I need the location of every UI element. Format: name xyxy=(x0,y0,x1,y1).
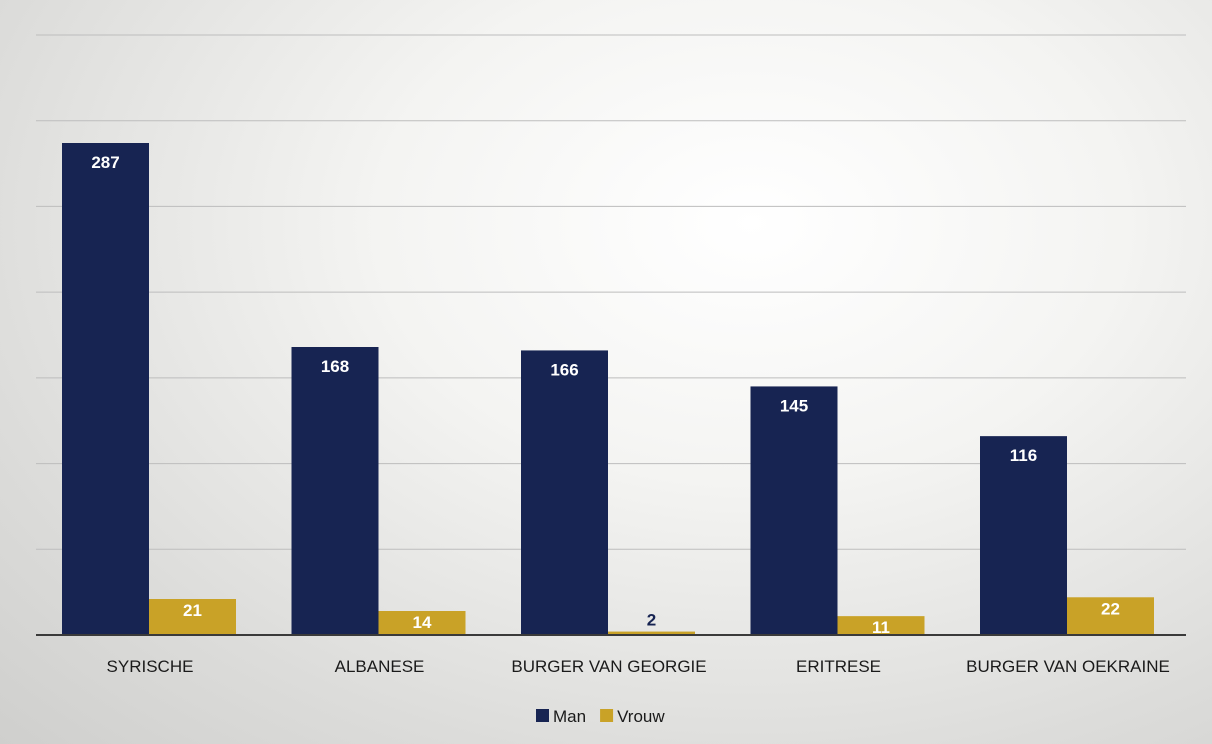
bar-vrouw-4 xyxy=(837,616,925,635)
category-label: BURGER VAN OEKRAINE xyxy=(966,657,1170,676)
category-label: ALBANESE xyxy=(335,657,425,676)
category-labels-group: SYRISCHE ALBANESE BURGER VAN GEORGIE ERITRE… xyxy=(107,657,1170,676)
category-label: ERITRESE xyxy=(796,657,881,676)
category-label: SYRISCHE xyxy=(107,657,194,676)
gridlines xyxy=(36,34,1186,550)
legend-swatch-man xyxy=(536,709,549,722)
data-label-vrouw-2: 14 xyxy=(413,613,432,632)
bar-man-5 xyxy=(980,436,1067,635)
bar-vrouw-2 xyxy=(378,611,466,635)
data-label-man-2: 168 xyxy=(321,357,349,376)
bar-vrouw-3 xyxy=(608,631,695,635)
data-label-vrouw-4: 11 xyxy=(872,618,890,637)
legend-label-man: Man xyxy=(553,707,586,726)
data-label-man-4: 145 xyxy=(780,396,808,415)
legend-swatch-vrouw xyxy=(600,709,614,722)
data-label-man-3: 166 xyxy=(550,360,578,379)
category-label: BURGER VAN GEORGIE xyxy=(511,657,706,676)
data-label-man-1: 287 xyxy=(91,153,119,172)
data-label-vrouw-5: 22 xyxy=(1101,599,1120,618)
bar-man-2 xyxy=(291,347,379,635)
bar-vrouw-5 xyxy=(1067,597,1154,635)
value-labels-group: 287 21 168 14 166 2 145 11 116 22 xyxy=(91,153,1120,637)
legend: Man Vrouw xyxy=(536,707,665,726)
legend-label-vrouw: Vrouw xyxy=(617,707,665,726)
data-label-vrouw-3: 2 xyxy=(647,611,656,630)
bar-man-3 xyxy=(521,350,608,635)
bar-vrouw-1 xyxy=(149,599,236,635)
bars-group xyxy=(62,143,1154,635)
bar-man-4 xyxy=(750,386,838,635)
bar-man-1 xyxy=(62,143,149,635)
data-label-man-5: 116 xyxy=(1010,446,1037,465)
data-label-vrouw-1: 21 xyxy=(183,601,202,620)
